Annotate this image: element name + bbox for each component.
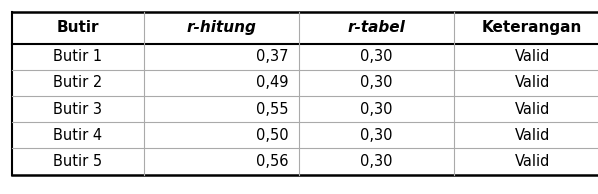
Text: Keterangan: Keterangan	[482, 20, 582, 35]
Text: 0,50: 0,50	[255, 128, 288, 143]
Text: Valid: Valid	[514, 102, 550, 117]
Text: r-hitung: r-hitung	[187, 20, 256, 35]
Text: Butir: Butir	[56, 20, 99, 35]
Text: Butir 4: Butir 4	[53, 128, 102, 143]
Text: Butir 2: Butir 2	[53, 75, 102, 90]
Text: Valid: Valid	[514, 128, 550, 143]
Text: 0,30: 0,30	[361, 102, 393, 117]
Text: 0,30: 0,30	[361, 154, 393, 169]
Text: Butir 1: Butir 1	[53, 49, 102, 64]
Text: 0,56: 0,56	[256, 154, 288, 169]
Text: 0,37: 0,37	[256, 49, 288, 64]
Text: r-tabel: r-tabel	[348, 20, 405, 35]
Text: Valid: Valid	[514, 49, 550, 64]
Text: 0,49: 0,49	[256, 75, 288, 90]
Text: 0,30: 0,30	[361, 75, 393, 90]
Text: 0,30: 0,30	[361, 128, 393, 143]
Text: Butir 5: Butir 5	[53, 154, 102, 169]
Text: 0,30: 0,30	[361, 49, 393, 64]
Text: 0,55: 0,55	[256, 102, 288, 117]
Text: Valid: Valid	[514, 75, 550, 90]
Text: Butir 3: Butir 3	[53, 102, 102, 117]
Text: Valid: Valid	[514, 154, 550, 169]
